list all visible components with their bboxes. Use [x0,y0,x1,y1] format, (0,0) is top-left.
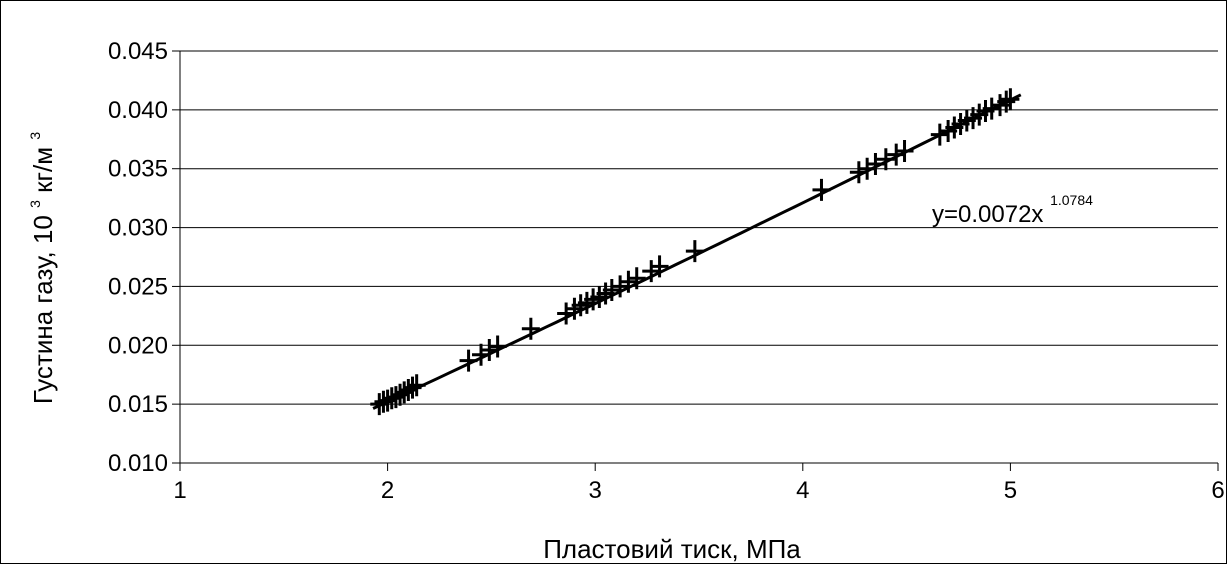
axes [172,50,1219,471]
y-axis-title-unit: кг/м [28,147,58,193]
data-point-22 [602,278,621,301]
data-point-31 [858,157,877,180]
y-axis-title: Густина газу, 10 3 кг/м 3 [16,132,58,404]
x-axis-title: Пластовий тиск, МПа [543,534,801,564]
data-point-32 [866,153,885,176]
data-point-26 [642,260,661,283]
equation-label: y=0.0072x 1.0784 [932,192,1093,228]
data-point-28 [685,240,704,263]
y-tick-labels: 0.010 0.015 0.020 0.025 0.030 0.035 0.040 0.045 [108,38,168,477]
gridlines [180,50,1218,405]
data-point-14 [521,317,540,340]
y-tick-label-6: 0.040 [108,97,168,124]
x-tick-label-3: 4 [796,477,809,504]
data-point-30 [849,161,868,184]
y-tick-label-7: 0.045 [108,38,168,65]
equation-exponent: 1.0784 [1050,192,1093,208]
data-point-24 [619,270,638,293]
data-point-25 [627,267,646,290]
x-tick-label-1: 2 [381,477,394,504]
data-point-23 [611,275,630,298]
y-tick-label-2: 0.020 [108,332,168,359]
data-point-34 [887,143,906,166]
data-point-36 [930,123,949,146]
equation-main: y=0.0072x [932,201,1043,228]
data-point-46 [997,90,1016,113]
data-point-12 [480,338,499,361]
data-point-6 [395,381,414,404]
x-tick-label-2: 3 [589,477,602,504]
data-point-33 [876,148,895,171]
y-tick-label-4: 0.030 [108,215,168,242]
data-point-11 [472,343,491,366]
data-point-0 [370,393,389,416]
data-point-44 [982,97,1001,120]
data-point-9 [407,374,426,397]
y-tick-label-1: 0.015 [108,391,168,418]
x-tick-label-0: 1 [173,477,186,504]
x-tick-label-5: 6 [1211,477,1224,504]
data-point-47 [1001,88,1020,111]
data-points [370,88,1020,416]
x-tick-labels: 1 2 3 4 5 6 [173,477,1224,504]
data-point-27 [650,255,669,278]
y-tick-label-3: 0.025 [108,273,168,300]
y-tick-label-0: 0.010 [108,450,168,477]
data-point-35 [895,140,914,163]
data-point-29 [812,178,831,201]
data-point-2 [378,389,397,412]
y-axis-title-main: Густина газу, 10 [28,215,58,404]
data-point-15 [557,302,576,325]
data-point-5 [391,383,410,406]
y-axis-title-sup: 3 [27,200,43,208]
data-point-4 [386,386,405,409]
data-point-7 [399,379,418,402]
data-point-10 [459,349,478,372]
y-axis-title-unit-sup: 3 [27,132,43,140]
data-point-8 [403,376,422,399]
y-tick-label-5: 0.035 [108,156,168,183]
data-point-13 [488,335,507,358]
x-tick-label-4: 5 [1004,477,1017,504]
